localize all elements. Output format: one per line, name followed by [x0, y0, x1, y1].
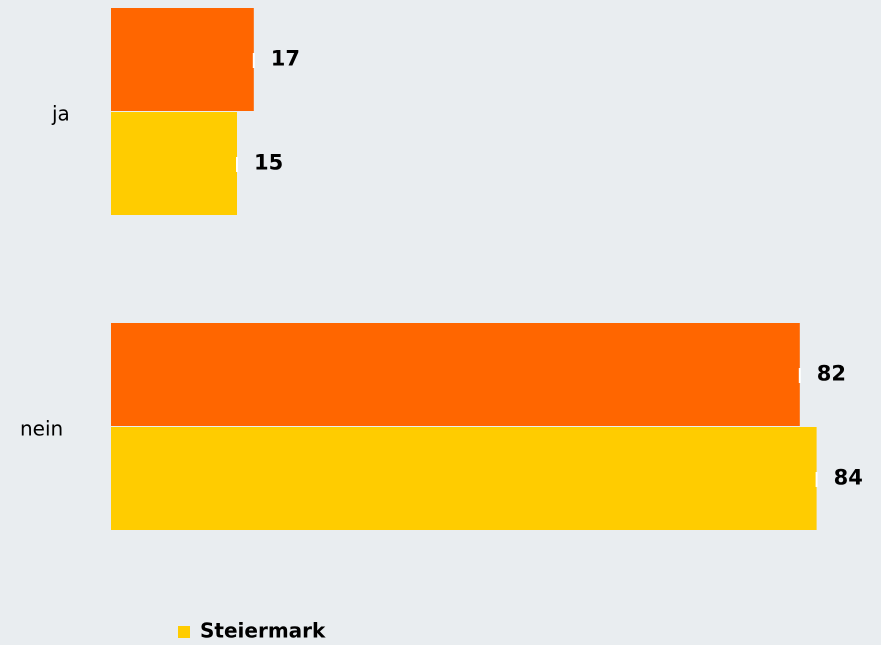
bar: [111, 8, 254, 111]
legend-label: Steiermark: [200, 619, 326, 643]
value-label: 15: [254, 151, 283, 175]
bar: [111, 323, 800, 426]
value-label: 82: [817, 362, 846, 386]
category-label: nein: [20, 417, 63, 441]
legend-swatch: [178, 626, 190, 638]
bar: [111, 112, 237, 215]
value-label: 17: [271, 47, 300, 71]
bar: [111, 427, 817, 530]
value-label: 84: [834, 466, 863, 490]
category-label: ja: [51, 102, 70, 126]
